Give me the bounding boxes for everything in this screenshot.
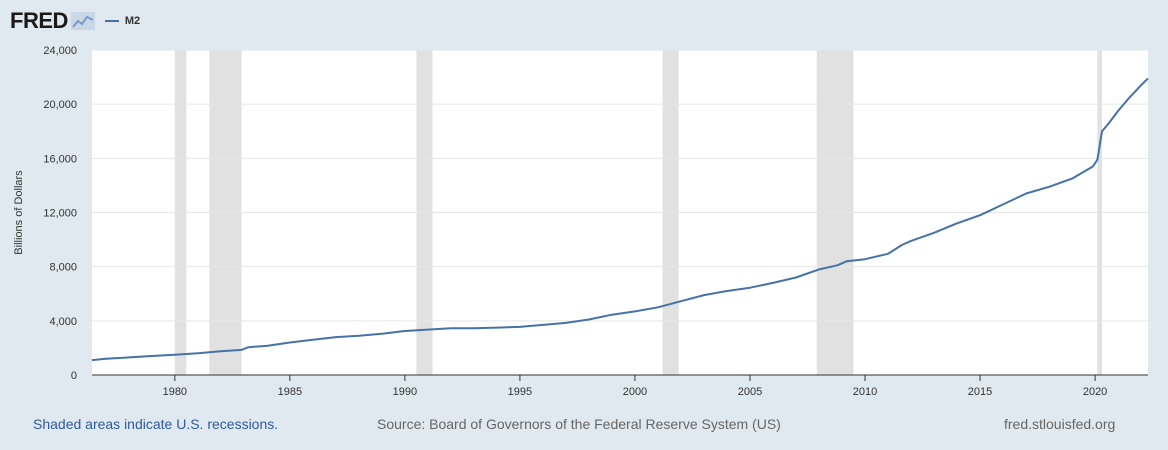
chart-svg: 0 4,000 8,000 12,000 16,000 20,000 24,000 1980 1… xyxy=(13,45,1149,398)
source-text: Source: Board of Governors of the Federa… xyxy=(377,416,781,432)
x-tick-label: 1995 xyxy=(508,386,532,398)
y-tick-label: 20,000 xyxy=(43,99,77,111)
header: FRED M2 xyxy=(10,6,140,36)
y-tick-label: 4,000 xyxy=(49,316,77,328)
y-tick-label: 8,000 xyxy=(49,262,77,274)
y-tick-label: 0 xyxy=(71,370,77,382)
y-tick-label: 16,000 xyxy=(43,153,77,165)
x-tick-label: 1980 xyxy=(163,386,187,398)
chart-line-icon xyxy=(70,12,95,30)
legend: M2 xyxy=(104,15,141,27)
series-line xyxy=(91,77,1149,362)
site-link[interactable]: fred.stlouisfed.org xyxy=(1004,416,1116,432)
legend-label[interactable]: M2 xyxy=(124,15,141,27)
x-tick-label: 1990 xyxy=(393,386,417,398)
y-tick-label: 12,000 xyxy=(43,208,77,220)
x-tick-label: 2015 xyxy=(968,386,992,398)
chart-container: 0 4,000 8,000 12,000 16,000 20,000 24,000 1980 1… xyxy=(13,45,1149,398)
recession-note: Shaded areas indicate U.S. recessions. xyxy=(33,416,279,432)
legend-swatch xyxy=(104,20,119,22)
x-tick-label: 2005 xyxy=(738,386,762,398)
x-tick-label: 1985 xyxy=(278,386,302,398)
y-tick-label: 24,000 xyxy=(43,45,77,57)
y-axis-label: Billions of Dollars xyxy=(13,170,25,255)
x-tick-label: 2000 xyxy=(623,386,647,398)
x-tick-label: 2010 xyxy=(853,386,877,398)
x-tick-label: 2020 xyxy=(1083,386,1107,398)
fred-logo[interactable]: FRED xyxy=(10,8,68,33)
